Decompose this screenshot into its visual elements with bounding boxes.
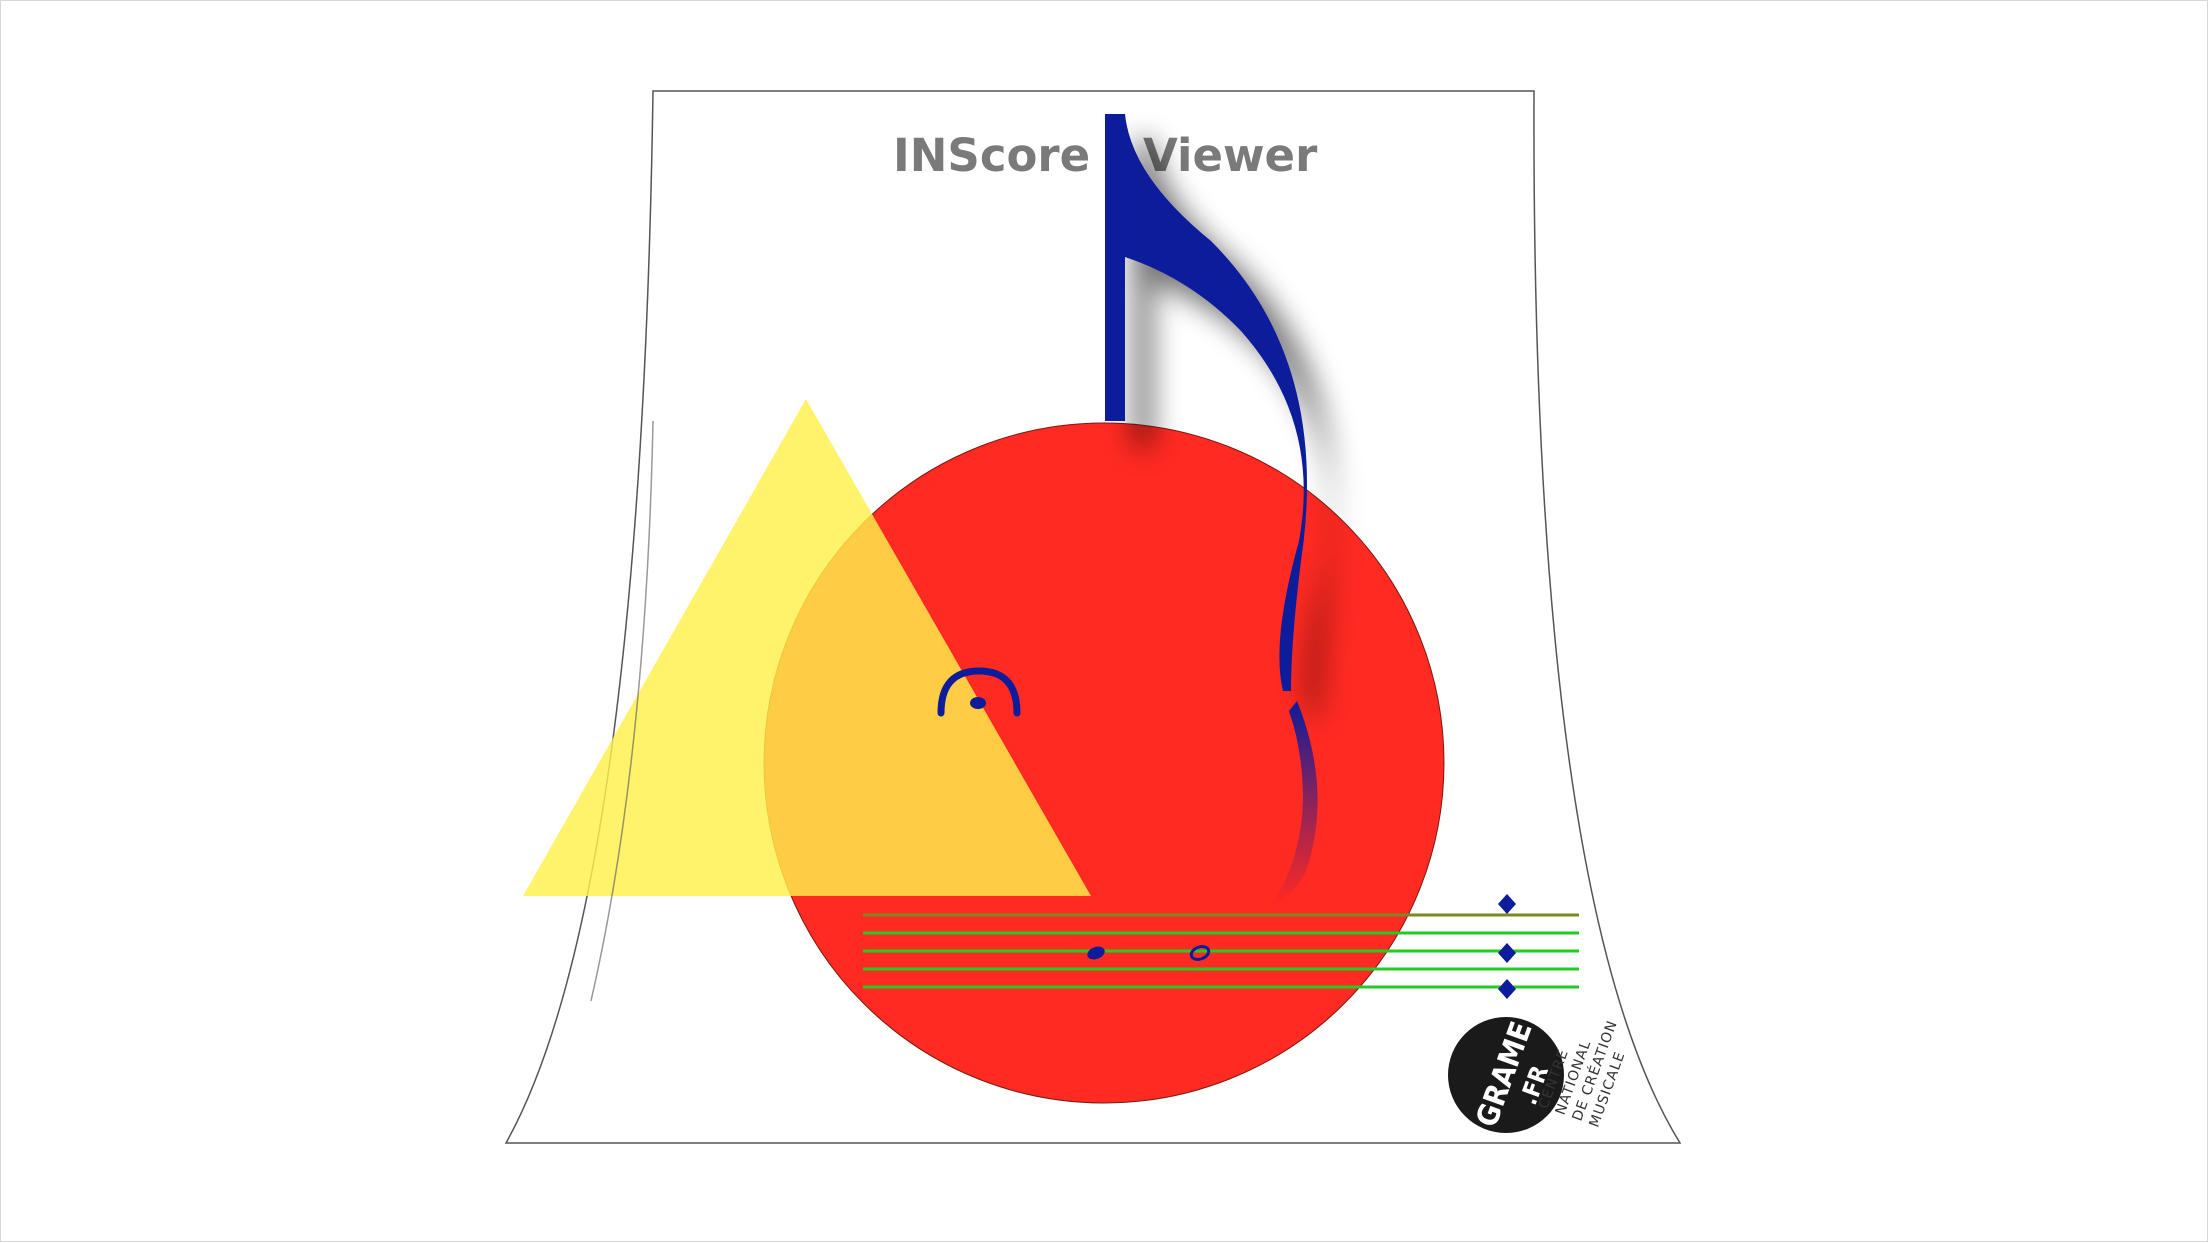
whole-note-icon: [1189, 945, 1211, 961]
quarter-note-icon: [1087, 946, 1105, 960]
yellow-triangle: [523, 399, 1091, 896]
diamond-icon: [1498, 894, 1516, 999]
page-edge-overlay: [590, 420, 654, 1002]
viewer-title-left: INScore: [893, 129, 1090, 182]
fermata-icon: [937, 667, 1021, 717]
music-staff: [863, 913, 1579, 989]
note-tail-fade: [1271, 701, 1318, 906]
viewer-title-right: Viewer: [1143, 129, 1318, 182]
eighth-note-icon: [1105, 114, 1307, 691]
